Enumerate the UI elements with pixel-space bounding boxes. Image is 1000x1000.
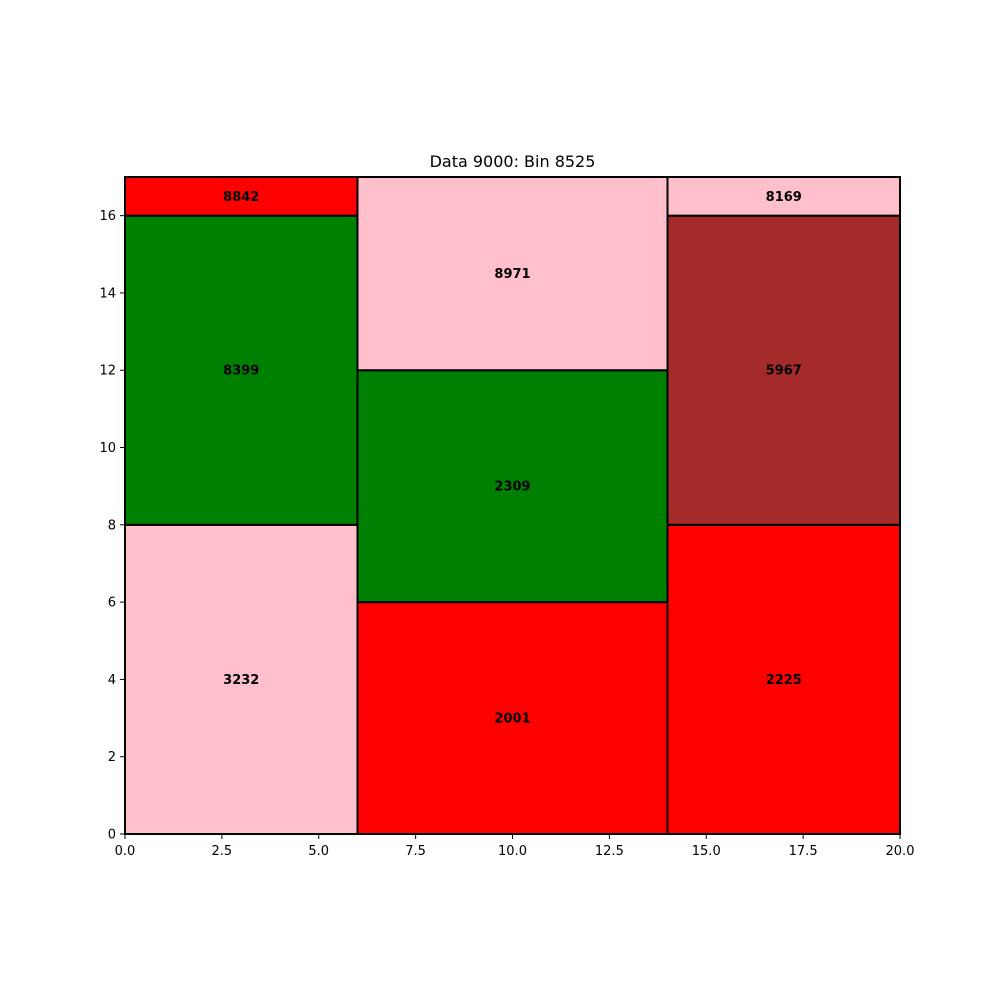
mosaic-rect <box>666 214 901 526</box>
y-tick-label: 8 <box>108 518 116 533</box>
x-tick-label: 7.5 <box>405 844 426 859</box>
x-tick-label: 5.0 <box>308 844 329 859</box>
rect-value-label: 8971 <box>494 267 530 282</box>
y-tick-label: 16 <box>99 209 116 224</box>
x-tick-label: 12.5 <box>595 844 624 859</box>
y-tick-label: 6 <box>108 596 116 611</box>
y-tick-label: 12 <box>99 364 116 379</box>
chart-title: Data 9000: Bin 8525 <box>430 152 596 171</box>
axes: 0.0 2.5 5.0 7.5 10.0 12.5 15.0 17.5 20.0 0 2 4 6 8 10 1… <box>99 176 915 859</box>
rect-value-label: 2309 <box>494 480 530 495</box>
rect-value-label: 8842 <box>223 190 259 205</box>
x-tick-label: 10.0 <box>498 844 527 859</box>
rect-value-label: 2001 <box>494 712 530 727</box>
x-tick-label: 17.5 <box>789 844 818 859</box>
y-tick-label: 0 <box>108 828 116 843</box>
mosaic-rect <box>124 176 359 217</box>
mosaic-rect <box>666 523 901 836</box>
x-tick-label: 15.0 <box>692 844 721 859</box>
y-tick-label: 4 <box>108 673 116 688</box>
rect-value-label: 8169 <box>766 190 802 205</box>
y-tick-label: 14 <box>99 286 116 301</box>
y-tick-label: 10 <box>99 441 116 456</box>
x-tick-label: 0.0 <box>115 844 136 859</box>
x-tick-label: 2.5 <box>212 844 233 859</box>
mosaic-rect <box>124 523 359 836</box>
mosaic-rect <box>356 369 669 604</box>
mosaic-rect <box>356 601 669 836</box>
data-rects <box>124 176 901 836</box>
x-tick-label: 20.0 <box>886 844 915 859</box>
rect-value-label: 8399 <box>223 364 259 379</box>
rect-value-label: 5967 <box>766 364 802 379</box>
data-labels: 3232 8399 8842 2001 2309 8971 2225 5967 8169 <box>223 190 802 727</box>
rect-value-label: 3232 <box>223 673 259 688</box>
mosaic-rect <box>666 176 901 217</box>
y-tick-label: 2 <box>108 750 116 765</box>
rect-value-label: 2225 <box>766 673 802 688</box>
mosaic-rect <box>356 176 669 372</box>
